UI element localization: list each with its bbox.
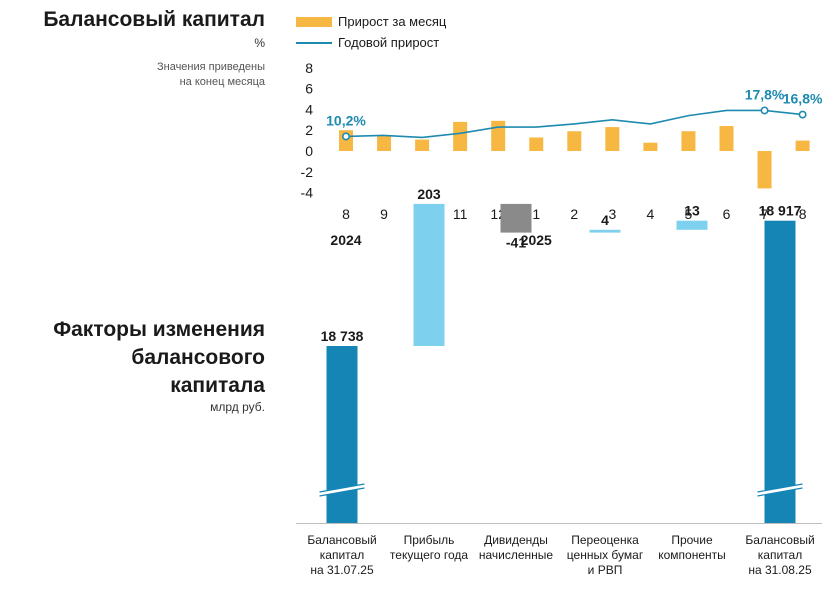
- axis-break-mark: [757, 483, 803, 493]
- x-tick-label: 8: [342, 206, 350, 222]
- legend-label: Прирост за месяц: [338, 14, 447, 29]
- waterfall-bar: [764, 220, 796, 523]
- y-tick-label: 0: [305, 143, 313, 159]
- legend-item-annual: Годовой прирост: [296, 35, 439, 50]
- waterfall-category-label: капитал: [320, 548, 364, 562]
- waterfall-category-label: компоненты: [658, 548, 726, 562]
- waterfall-category-label: Прибыль: [404, 533, 455, 547]
- x-tick-label: 6: [723, 206, 731, 222]
- annual-growth-marker: [760, 106, 769, 115]
- chart-unit: %: [254, 36, 265, 50]
- waterfall-category-label: текущего года: [390, 548, 468, 562]
- x-tick-label: 4: [647, 206, 655, 222]
- waterfall-value-label: 13: [684, 203, 700, 219]
- annual-growth-marker: [798, 110, 807, 119]
- y-tick-label: 2: [305, 122, 313, 138]
- bar-monthly-growth: [377, 135, 392, 151]
- bar-monthly-growth: [453, 121, 468, 151]
- waterfall-category-label: ценных бумаг: [567, 548, 644, 562]
- waterfall-bar: [676, 220, 708, 230]
- chart-note: Значения приведены на конец месяца: [105, 60, 265, 90]
- bar-monthly-growth: [567, 131, 582, 151]
- waterfall-category-label: Прочие: [671, 533, 713, 547]
- waterfall-category-label: Переоценка: [571, 533, 639, 547]
- axis-break-gap: [758, 484, 802, 496]
- annual-growth-label: 10,2%: [326, 112, 366, 128]
- waterfall-bar: [589, 229, 621, 233]
- x-tick-label: 1: [532, 206, 540, 222]
- bar-monthly-growth: [757, 151, 772, 189]
- waterfall-category-label: Дивиденды: [484, 533, 548, 547]
- x-tick-label: 2: [570, 206, 578, 222]
- year-label: 2024: [330, 232, 361, 248]
- chart-title: Балансовый капитал: [43, 8, 265, 31]
- y-tick-label: 4: [305, 101, 313, 117]
- waterfall-category-label: на 31.08.25: [748, 563, 812, 577]
- waterfall-value-label: 18 738: [321, 328, 364, 344]
- x-tick-label: 7: [761, 206, 769, 222]
- waterfall-title-line: балансового: [131, 346, 265, 369]
- x-tick-label: 8: [799, 206, 807, 222]
- waterfall-category-label: начисленные: [479, 548, 554, 562]
- bar-monthly-growth: [719, 126, 734, 151]
- waterfall-bar: [413, 203, 445, 346]
- annual-growth-label: 17,8%: [745, 86, 785, 102]
- legend-item-monthly: Прирост за месяц: [296, 14, 446, 29]
- annual-growth-label: 16,8%: [783, 91, 823, 107]
- waterfall-title: Факторы изменения балансового капитала: [5, 316, 265, 400]
- y-tick-label: -4: [301, 185, 314, 201]
- legend-label: Годовой прирост: [338, 35, 440, 50]
- y-tick-label: 8: [305, 60, 313, 76]
- x-tick-label: 3: [608, 206, 616, 222]
- bar-monthly-growth: [605, 127, 620, 151]
- chart-note-line: Значения приведены: [156, 61, 265, 73]
- waterfall-category-label: и РВП: [588, 563, 623, 577]
- annual-growth-marker: [341, 132, 350, 141]
- axis-break-mark: [319, 487, 365, 497]
- waterfall-unit: млрд руб.: [210, 400, 265, 414]
- axis-break-mark: [319, 483, 365, 493]
- y-tick-label: -2: [301, 164, 314, 180]
- waterfall-bar: [500, 203, 532, 233]
- line-annual-growth: [345, 109, 803, 139]
- waterfall-value-label: 203: [417, 186, 441, 202]
- waterfall-title-line: Факторы изменения: [53, 318, 265, 341]
- y-tick-label: 6: [305, 81, 313, 97]
- waterfall-category-label: на 31.07.25: [310, 563, 374, 577]
- waterfall-bar: [326, 346, 358, 523]
- bar-monthly-growth: [415, 139, 430, 151]
- waterfall-category-label: Балансовый: [307, 533, 376, 547]
- waterfall-title-line: капитала: [170, 374, 265, 397]
- x-tick-label: 11: [453, 206, 468, 222]
- waterfall-category-label: капитал: [758, 548, 802, 562]
- legend-swatch-line: [296, 41, 332, 44]
- axis-break-mark: [757, 487, 803, 497]
- axis-break-gap: [320, 484, 364, 496]
- legend-swatch-bar: [296, 16, 332, 27]
- bar-monthly-growth: [643, 142, 658, 151]
- bar-monthly-growth: [681, 131, 696, 151]
- bar-monthly-growth: [529, 137, 544, 151]
- x-tick-label: 9: [380, 206, 388, 222]
- bar-monthly-growth: [795, 140, 810, 151]
- year-label: 2025: [521, 232, 552, 248]
- waterfall-value-label: -41: [506, 235, 526, 251]
- waterfall-value-label: 18 917: [759, 203, 802, 219]
- chart-note-line: на конец месяца: [179, 76, 265, 88]
- monthly-growth-chart: 86420-2-410,2%17,8%16,8%8910111212345678…: [301, 60, 823, 248]
- waterfall-value-label: 4: [601, 212, 609, 228]
- x-tick-label: 5: [685, 206, 693, 222]
- waterfall-category-label: Балансовый: [745, 533, 814, 547]
